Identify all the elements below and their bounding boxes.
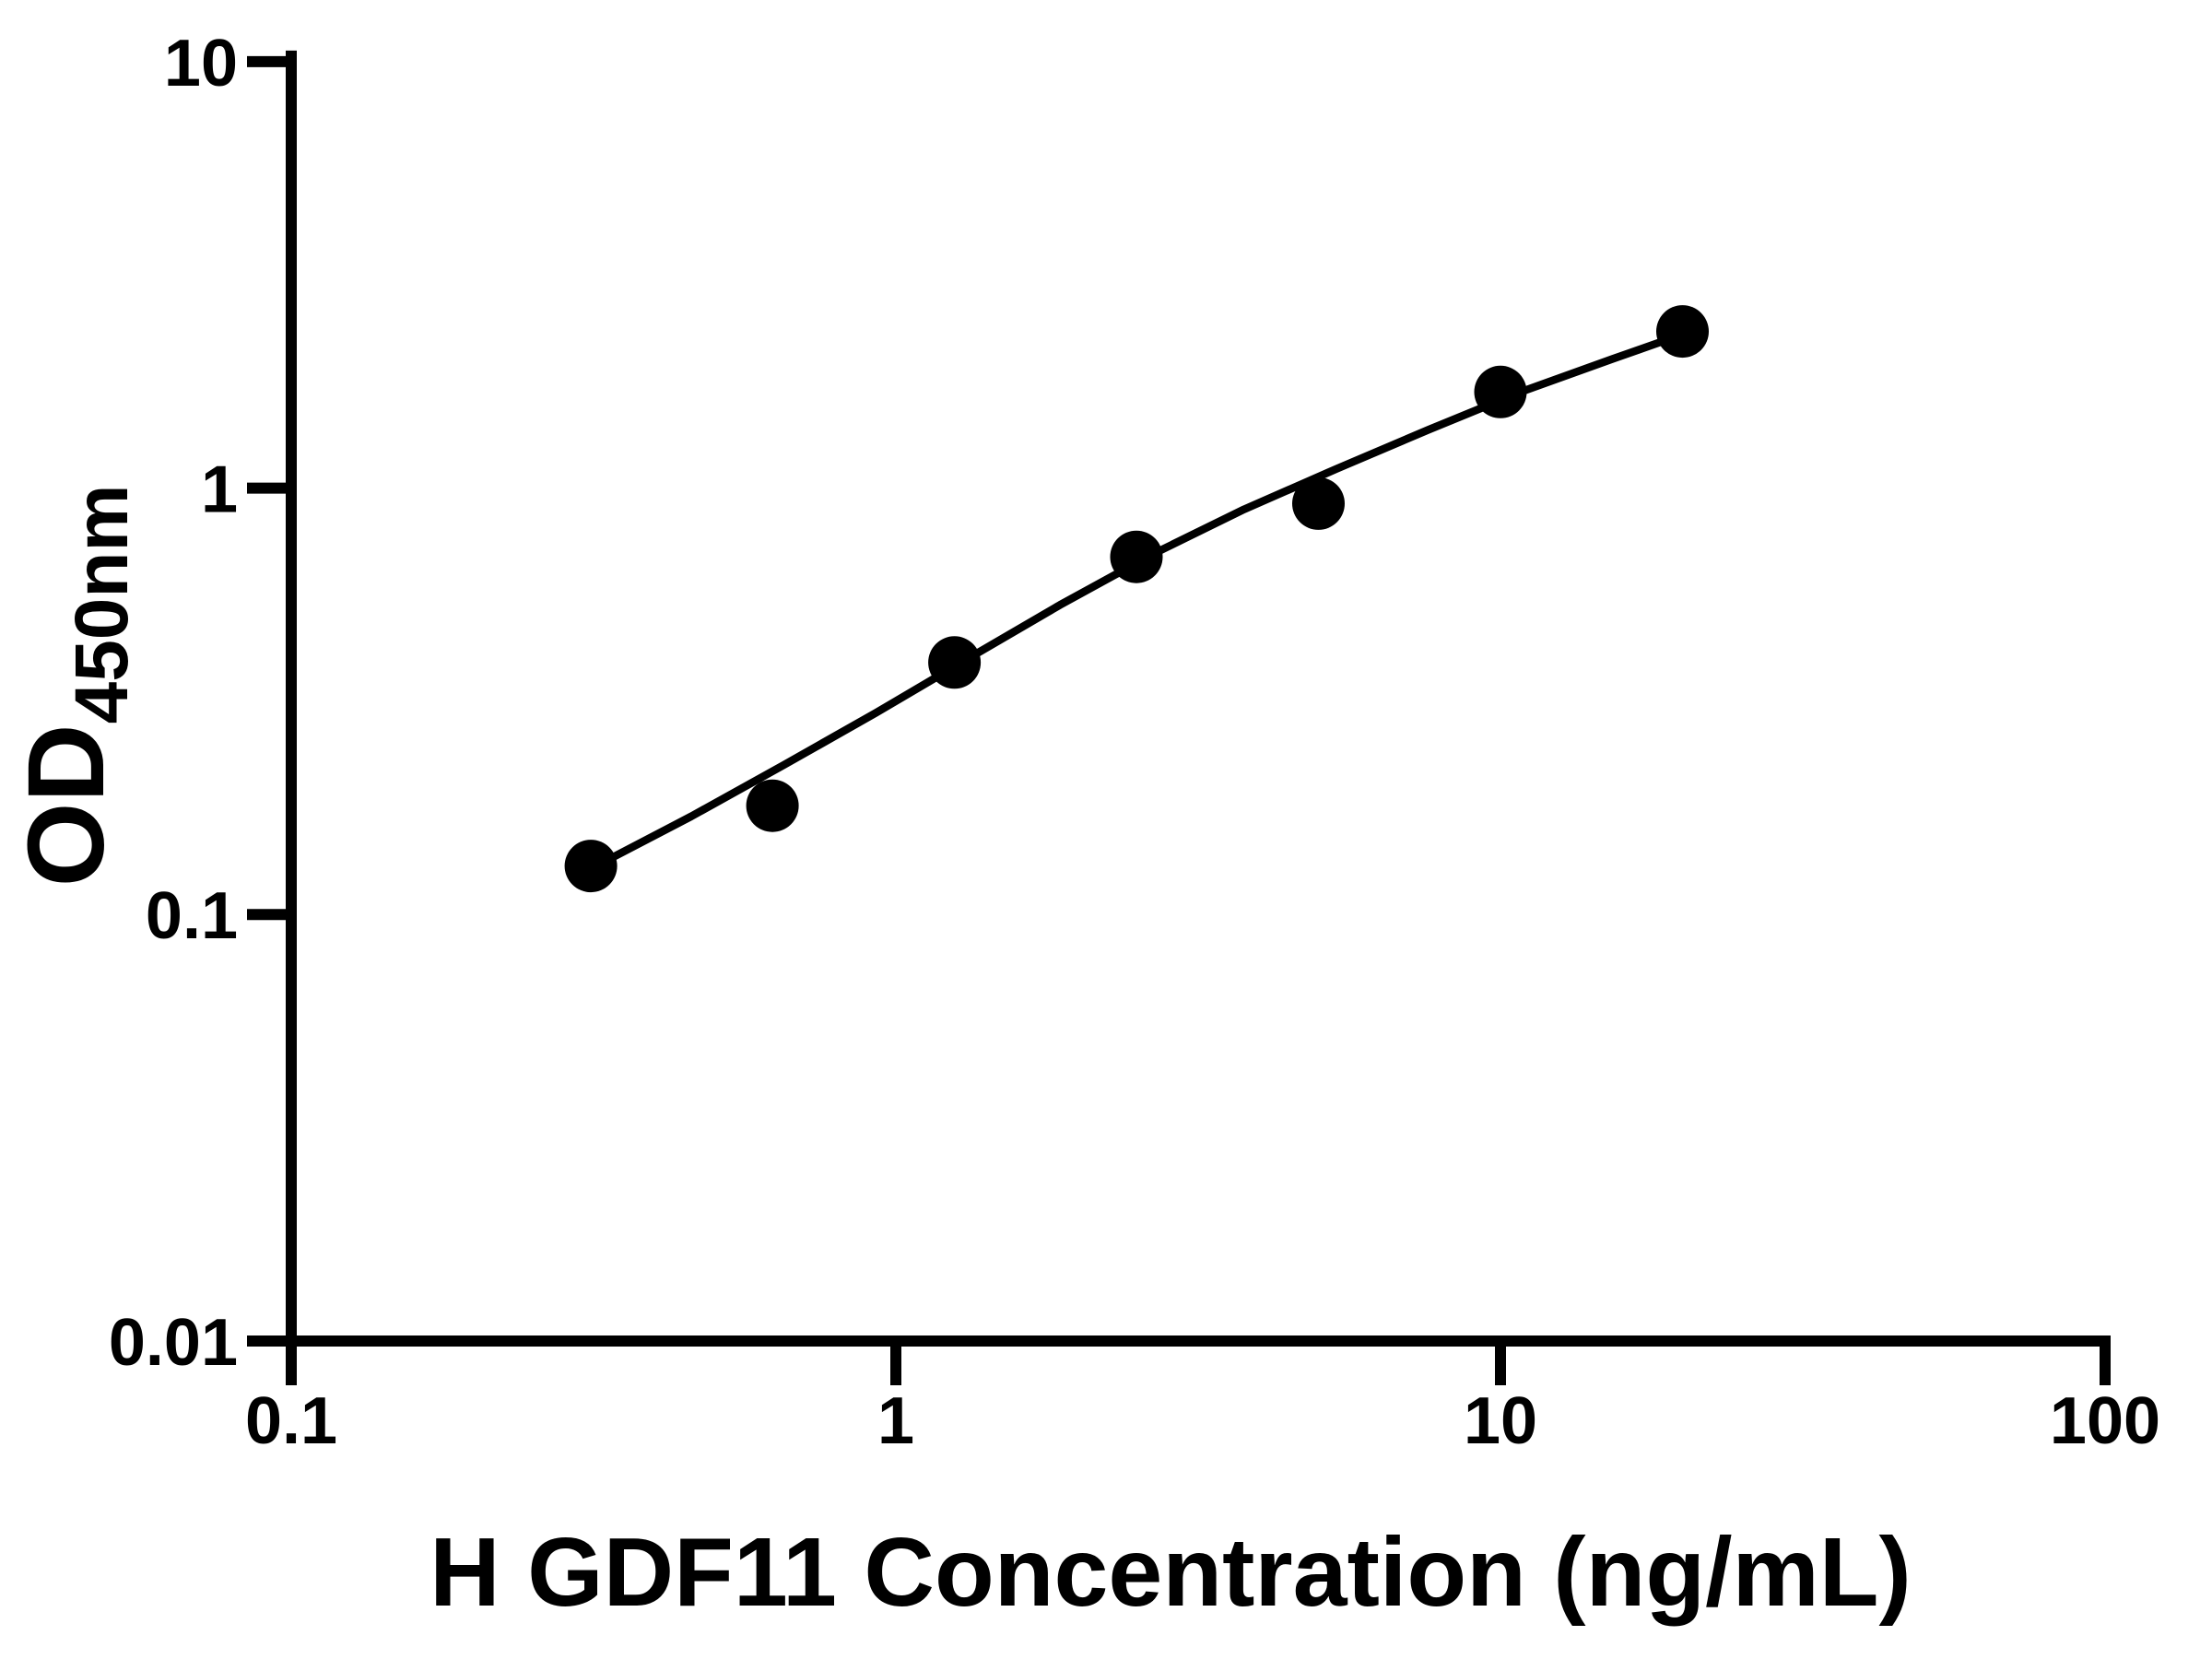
y-tick-label: 10 — [164, 27, 238, 100]
y-tick-label: 0.1 — [146, 879, 238, 953]
data-point — [746, 779, 799, 832]
data-point — [1474, 365, 1527, 418]
data-point — [1656, 305, 1709, 359]
y-axis-title: OD450nm — [6, 485, 144, 888]
y-tick-label: 1 — [201, 453, 238, 527]
y-axis-title-main: OD — [6, 724, 127, 887]
x-tick-label: 10 — [1464, 1384, 1537, 1458]
x-tick-label: 0.1 — [245, 1384, 337, 1458]
y-axis-title-subscript: 450nm — [60, 485, 144, 724]
x-tick-label: 100 — [2050, 1384, 2160, 1458]
data-point — [1292, 477, 1345, 530]
y-tick-label: 0.01 — [109, 1306, 238, 1380]
data-point — [1110, 530, 1163, 583]
data-point — [564, 840, 618, 893]
data-point — [928, 636, 982, 689]
x-axis-title: H GDF11 Concentration (ng/mL) — [429, 1518, 1912, 1627]
x-tick-label: 1 — [877, 1384, 914, 1458]
